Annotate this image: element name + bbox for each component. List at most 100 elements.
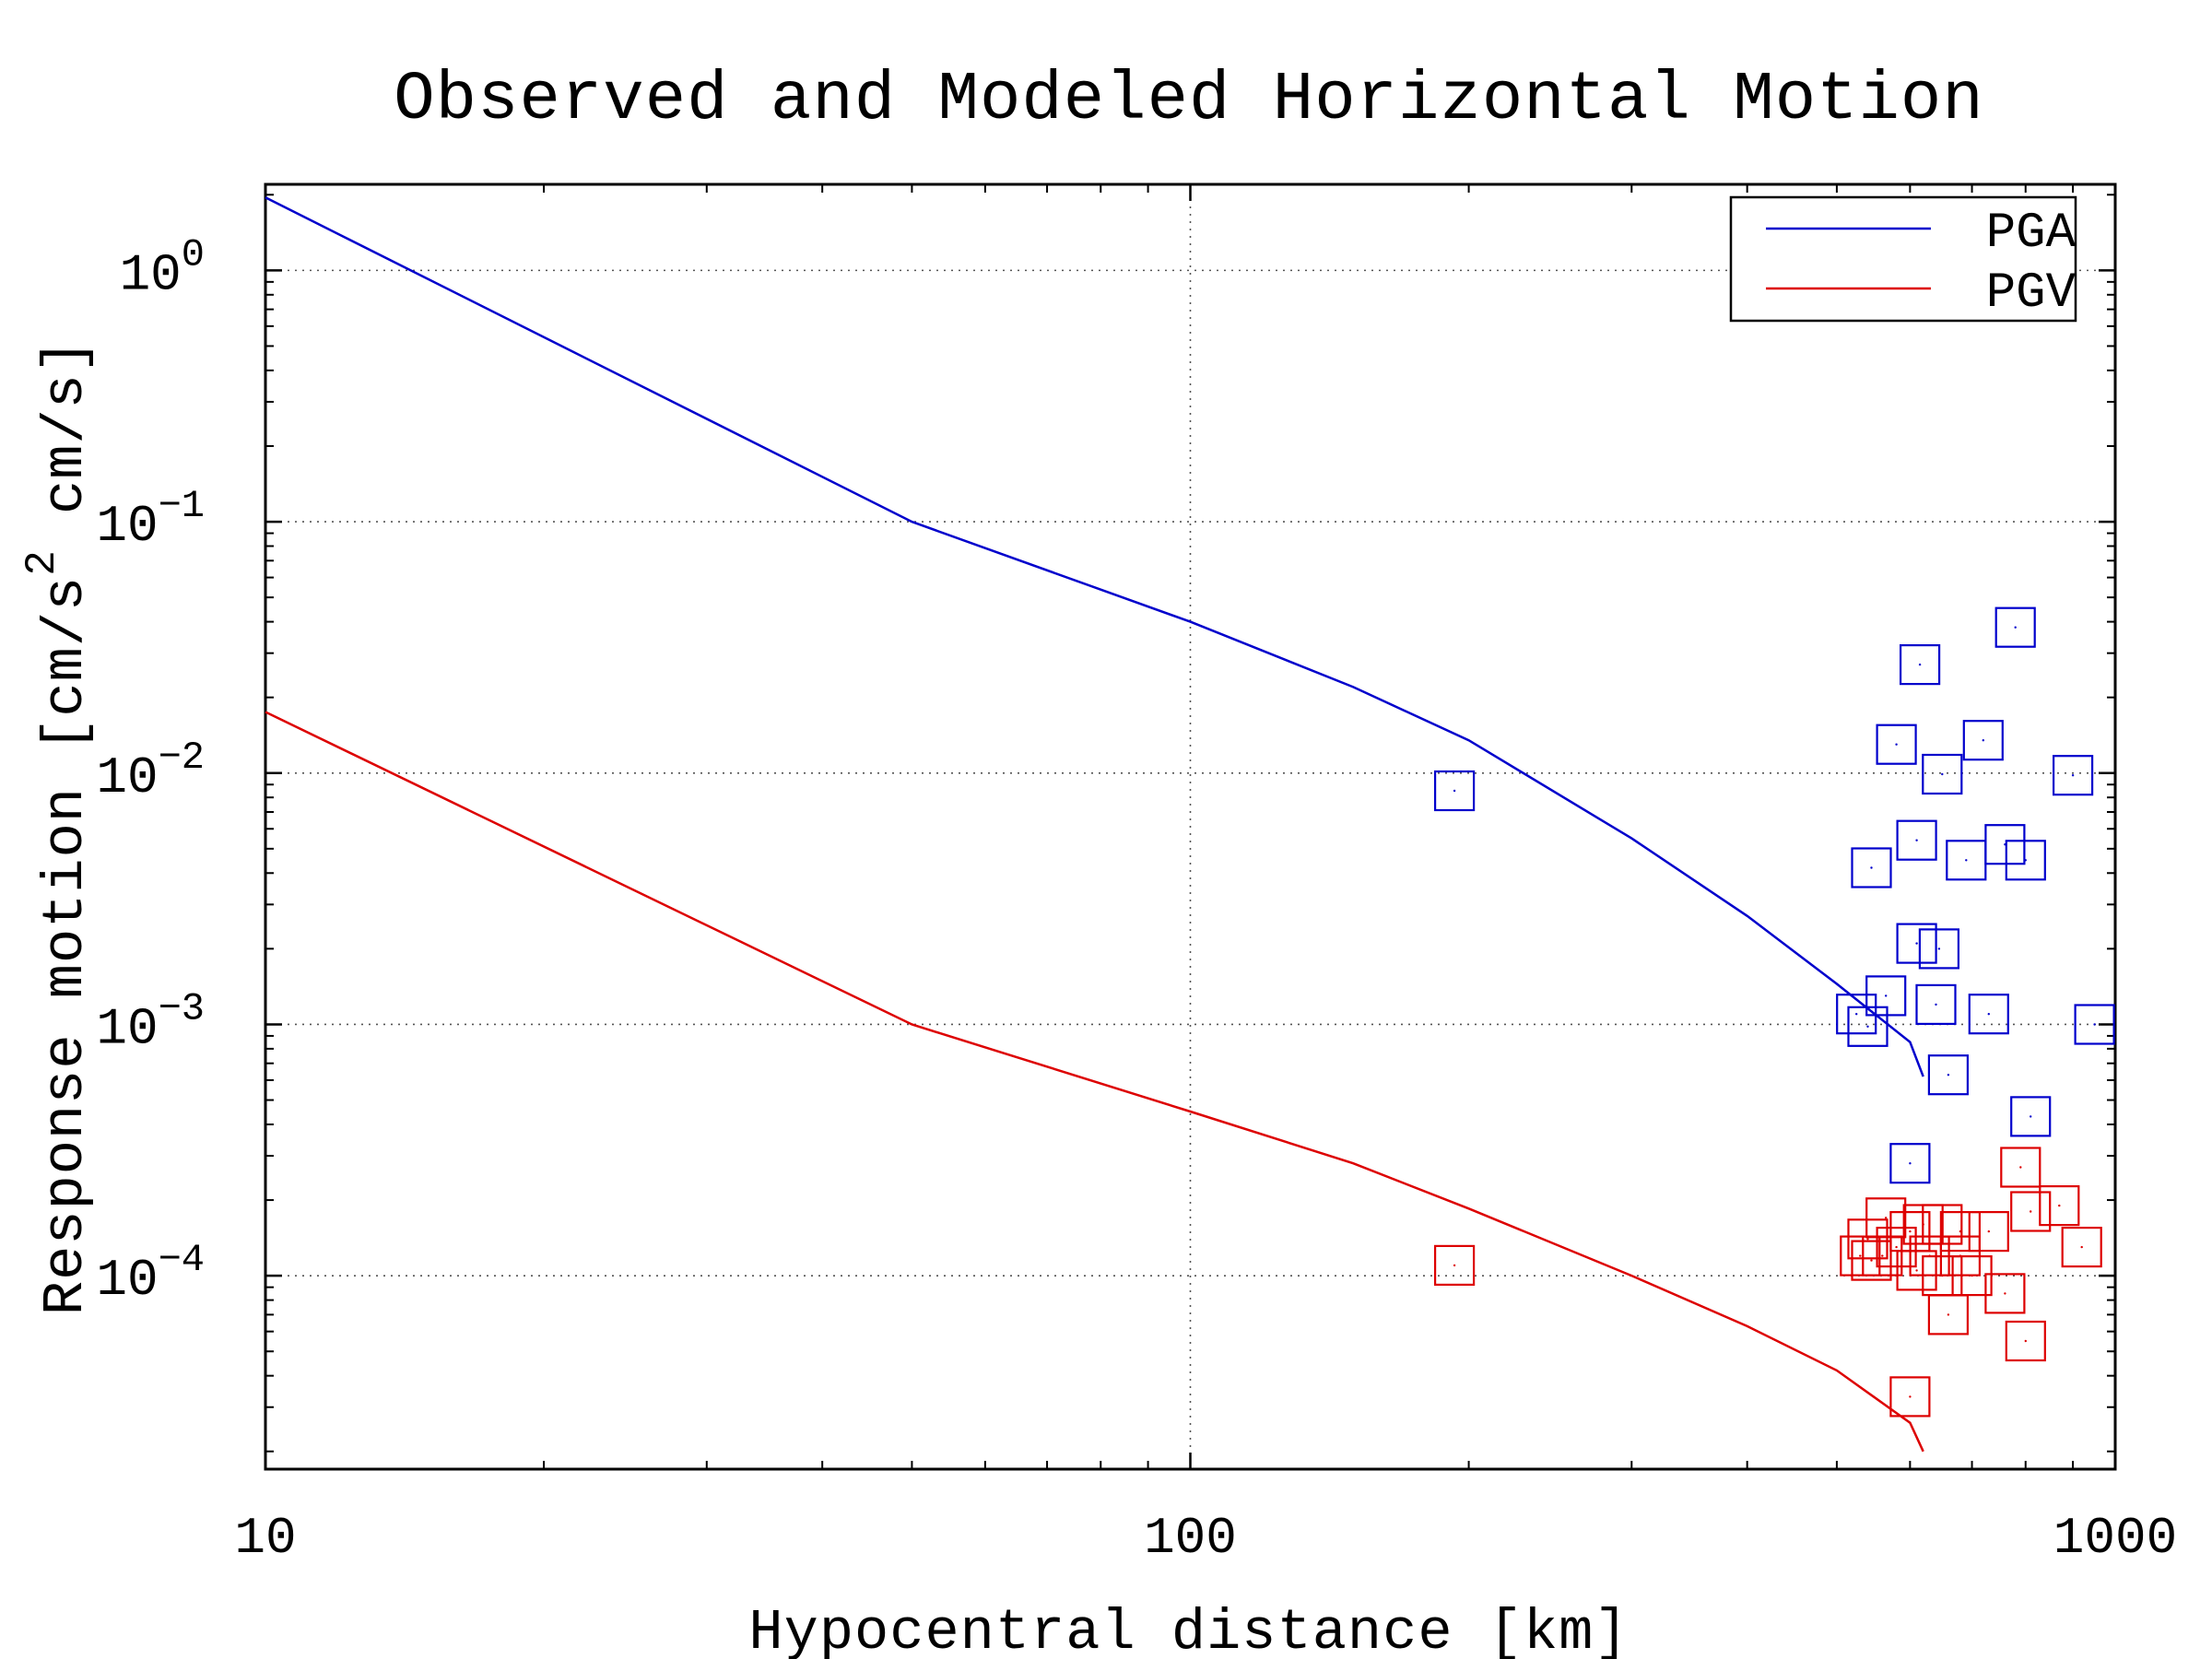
observed-point-pga: [2074, 1004, 2115, 1045]
observed-point-pgv: [1968, 1210, 2009, 1253]
legend-pgv-label: PGV: [1986, 265, 2077, 322]
observed-point-pga: [2005, 840, 2046, 881]
observed-point-pga: [1836, 994, 1877, 1035]
series-pga: [265, 196, 2115, 1184]
observed-point-center: [1866, 1238, 1869, 1241]
observed-point-pgv: [1433, 1244, 1476, 1287]
observed-point-pgv: [1896, 1250, 1937, 1291]
y-tick-label: 10−2: [96, 735, 205, 807]
observed-point-pga: [2053, 755, 2094, 796]
observed-point-center: [2024, 859, 2027, 862]
observed-point-pgv: [2061, 1226, 2102, 1268]
legend-box: [1729, 195, 2077, 323]
observed-point-pgv: [2005, 1320, 2046, 1362]
plot-frame: [264, 182, 2117, 1471]
observed-point-center: [1918, 663, 1922, 666]
y-tick-label-exponent: −4: [159, 1238, 205, 1282]
observed-point-pgv: [1840, 1235, 1881, 1277]
y-tick-label-exponent: −2: [159, 735, 205, 780]
y-tick-label: 10−1: [96, 484, 205, 556]
chart-title: Observed and Modeled Horizontal Motion: [394, 62, 1983, 139]
x-tick-labels: 10 100 1000: [234, 1509, 2177, 1568]
observed-point-pga: [1889, 1143, 1931, 1184]
observed-point-center: [1959, 1230, 1962, 1233]
observed-point-pga: [1876, 724, 1917, 765]
observed-point-pgv: [2010, 1191, 2052, 1232]
observed-point-pga: [1927, 1054, 1969, 1096]
observed-point-center: [1947, 1074, 1950, 1077]
observed-point-center: [2071, 774, 2075, 777]
legend-pga-label: PGA: [1986, 206, 2077, 262]
observed-point-pgv: [1984, 1273, 2026, 1314]
observed-point-pgv: [1847, 1218, 1888, 1260]
x-tick-label: 100: [1144, 1509, 1237, 1568]
observed-point-center: [1941, 772, 1944, 776]
observed-point-center: [2030, 1210, 2032, 1213]
observed-point-center: [1935, 1003, 1937, 1006]
observed-point-center: [1909, 1395, 1912, 1398]
observed-point-center: [1965, 859, 1968, 862]
y-tick-label: 100: [120, 232, 205, 304]
observed-point-pgv: [1851, 1240, 1892, 1281]
x-tick-label: 1000: [2053, 1509, 2177, 1568]
observed-point-pga: [1847, 1006, 1888, 1047]
observed-point-pgv: [1939, 1210, 1981, 1253]
y-tick-label: 10−4: [96, 1238, 205, 1310]
y-axis-title-prefix: Response motion [cm/s: [33, 576, 99, 1315]
observed-point-center: [1941, 1274, 1944, 1277]
observed-point-center: [2080, 1245, 2083, 1249]
observed-point-center: [1866, 1025, 1869, 1029]
observed-point-center: [2004, 1292, 2006, 1295]
observed-point-center: [1971, 1274, 1973, 1277]
observed-point-pgv: [1922, 1204, 1963, 1245]
observed-point-pga: [1896, 923, 1937, 964]
model-curve-pgv: [265, 711, 1924, 1453]
observed-point-pga: [1896, 819, 1937, 861]
observed-point-pga: [1865, 975, 1907, 1017]
observed-point-center: [1937, 947, 1941, 950]
observed-point-center: [1909, 1230, 1912, 1233]
model-curve-pga: [265, 196, 1924, 1077]
observed-point-pgv: [1951, 1254, 1993, 1297]
y-tick-label: 10−3: [96, 986, 205, 1058]
y-tick-label-exponent: −3: [159, 986, 205, 1030]
series-pgv: [265, 711, 2102, 1453]
observed-point-pga: [1918, 928, 1959, 970]
y-axis-title-superscript: 2: [18, 549, 66, 576]
legend: PGA PGV: [1729, 195, 2077, 323]
observed-point-pga: [1962, 720, 2004, 761]
observed-point-center: [1870, 866, 1873, 869]
plot-series: [265, 196, 2115, 1453]
x-axis-title: Hypocentral distance [km]: [748, 1600, 1629, 1659]
observed-point-center: [1915, 1269, 1918, 1272]
observed-point-center: [1453, 1264, 1456, 1267]
observed-point-pgv: [2039, 1184, 2080, 1227]
observed-point-center: [1982, 739, 1984, 742]
observed-point-pga: [1433, 770, 1476, 812]
observed-point-center: [1915, 839, 1918, 841]
y-tick-label-base: 10: [96, 748, 158, 807]
observed-point-pga: [1994, 606, 2036, 648]
y-tick-label-base: 10: [96, 497, 158, 556]
y-tick-label-exponent: −1: [159, 484, 205, 528]
observed-point-pgv: [2000, 1147, 2041, 1188]
observed-point-pga: [1851, 847, 1892, 888]
observed-point-pgv: [1927, 1294, 1969, 1335]
observed-point-center: [1859, 1254, 1862, 1257]
y-tick-label-base: 10: [120, 245, 182, 304]
y-axis-title-suffix: cm/s]: [33, 338, 99, 549]
observed-point-center: [1870, 1259, 1873, 1262]
observed-point-center: [1453, 789, 1456, 793]
observed-point-center: [1881, 1254, 1884, 1257]
observed-point-pgv: [1862, 1235, 1903, 1277]
observed-point-center: [1915, 942, 1918, 945]
observed-point-pga: [1922, 753, 1963, 795]
y-tick-label-exponent: 0: [182, 232, 205, 276]
observed-point-center: [2058, 1204, 2061, 1207]
x-tick-label: 10: [234, 1509, 296, 1568]
observed-point-center: [2014, 626, 2017, 629]
observed-point-center: [1987, 1230, 1990, 1233]
